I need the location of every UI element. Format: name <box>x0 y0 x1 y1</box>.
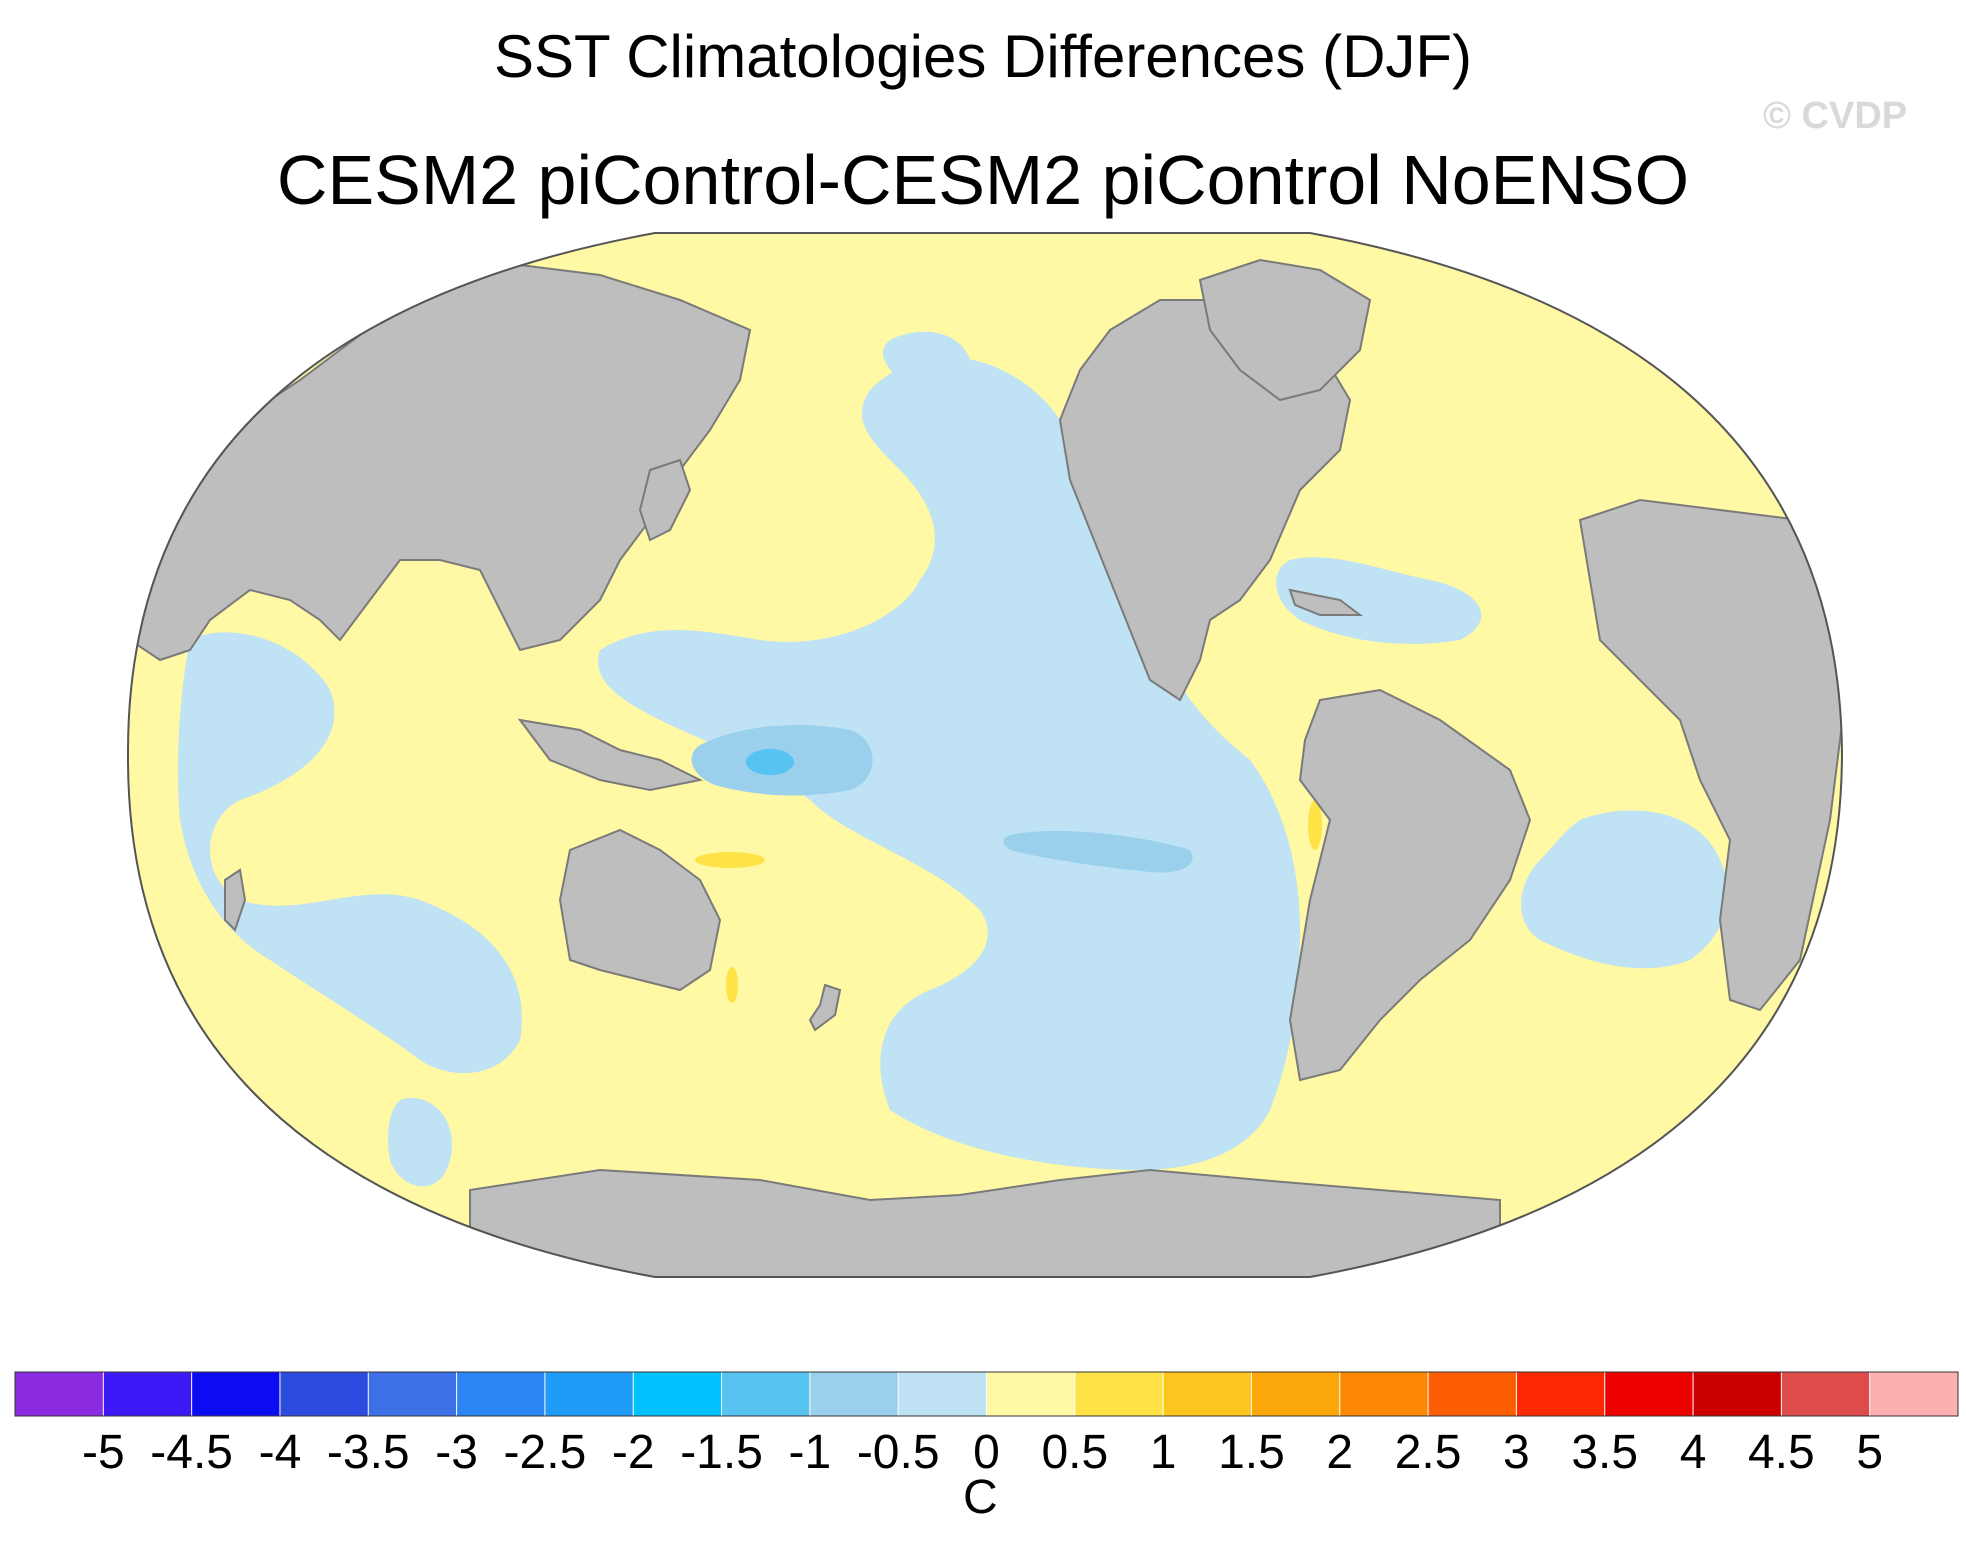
colorbar-tick-label: 4 <box>1680 1426 1707 1479</box>
colorbar-tick-label: 1.5 <box>1218 1426 1285 1479</box>
north-atlantic-cold-region <box>1276 557 1482 644</box>
colorbar-box <box>721 1371 811 1417</box>
colorbar-box <box>1692 1371 1783 1417</box>
east-pacific-cold-core <box>1003 830 1193 873</box>
colorbar-tick-label: 4.5 <box>1748 1426 1815 1479</box>
chart-title: SST Climatologies Differences (DJF) <box>493 23 1473 90</box>
colorbar-box <box>1515 1371 1606 1417</box>
indonesia-land <box>517 718 704 792</box>
antarctica-land <box>469 1168 1501 1277</box>
coral-sea-warm-patch <box>695 852 765 868</box>
colorbar-box <box>1074 1371 1165 1417</box>
colorbar-box <box>897 1371 988 1417</box>
colorbar-box <box>1780 1371 1871 1417</box>
south-indian-cold-patch <box>388 1098 452 1187</box>
madagascar-land <box>224 868 247 932</box>
chart-subtitle: CESM2 piControl-CESM2 piControl NoENSO <box>276 141 1690 219</box>
colorbar-box <box>1339 1371 1430 1417</box>
colorbar-box <box>809 1371 900 1417</box>
australia-land <box>558 828 722 992</box>
colorbar-tick-label: 3 <box>1503 1426 1530 1479</box>
colorbar-tick-label: -4.5 <box>150 1426 233 1479</box>
colorbar-box <box>14 1371 105 1417</box>
colorbar-unit-label: C <box>963 1471 998 1524</box>
colorbar-box <box>1250 1371 1341 1417</box>
colorbar-box <box>1162 1371 1253 1417</box>
colorbar-box <box>986 1371 1076 1417</box>
colorbar-box <box>1869 1371 1960 1417</box>
cvdp-watermark: © CVDP <box>1763 95 1908 137</box>
colorbar-tick-label: 2 <box>1326 1426 1353 1479</box>
tasman-warm-patch <box>726 967 738 1003</box>
colorbar-box <box>544 1371 635 1417</box>
colorbar-tick-label: 1 <box>1150 1426 1177 1479</box>
colorbar-tick-label: -1.5 <box>680 1426 763 1479</box>
colorbar-tick-label: 5 <box>1856 1426 1883 1479</box>
south-atlantic-cold-region <box>1521 810 1729 969</box>
colorbar-box <box>191 1371 281 1417</box>
colorbar-box <box>102 1371 193 1417</box>
colorbar-tick-label: -5 <box>82 1426 125 1479</box>
colorbar-tick-label: -3 <box>435 1426 478 1479</box>
colorbar-box <box>456 1371 546 1417</box>
colorbar-box <box>367 1371 458 1417</box>
colorbar-box <box>632 1371 723 1417</box>
colorbar-tick-label: 0.5 <box>1041 1426 1108 1479</box>
colorbar-tick-label: 3.5 <box>1571 1426 1638 1479</box>
indian-ocean-cold-region <box>178 632 522 1074</box>
colorbar-frame <box>14 1371 1959 1417</box>
colorbar-tick-label: -3.5 <box>327 1426 410 1479</box>
south-america-land <box>1288 688 1532 1082</box>
colorbar-tick-label: -2.5 <box>504 1426 587 1479</box>
north-america-land <box>1058 299 1352 702</box>
peru-coast-warm-patch <box>1308 800 1322 850</box>
colorbar-box <box>279 1371 370 1417</box>
colorbar-tick-label: -4 <box>259 1426 302 1479</box>
pacific-strongest-cold-core <box>746 749 794 775</box>
colorbar-tick-label: 0 <box>973 1426 1000 1479</box>
colorbar-tick-label: -2 <box>612 1426 655 1479</box>
colorbar-tick-label: -1 <box>789 1426 832 1479</box>
colorbar-box <box>1604 1371 1695 1417</box>
colorbar-tick-label: 2.5 <box>1395 1426 1462 1479</box>
colorbar-tick-label: -0.5 <box>857 1426 940 1479</box>
colorbar-box <box>1427 1371 1518 1417</box>
land-masses <box>129 258 1843 1277</box>
greenland-land <box>1198 258 1372 402</box>
japan-land <box>638 458 692 542</box>
new-zealand-land <box>808 983 842 1032</box>
arctic-cold-region <box>883 331 970 385</box>
cuba-caribbean-land <box>1288 588 1363 616</box>
globe-outline <box>126 232 1844 1278</box>
